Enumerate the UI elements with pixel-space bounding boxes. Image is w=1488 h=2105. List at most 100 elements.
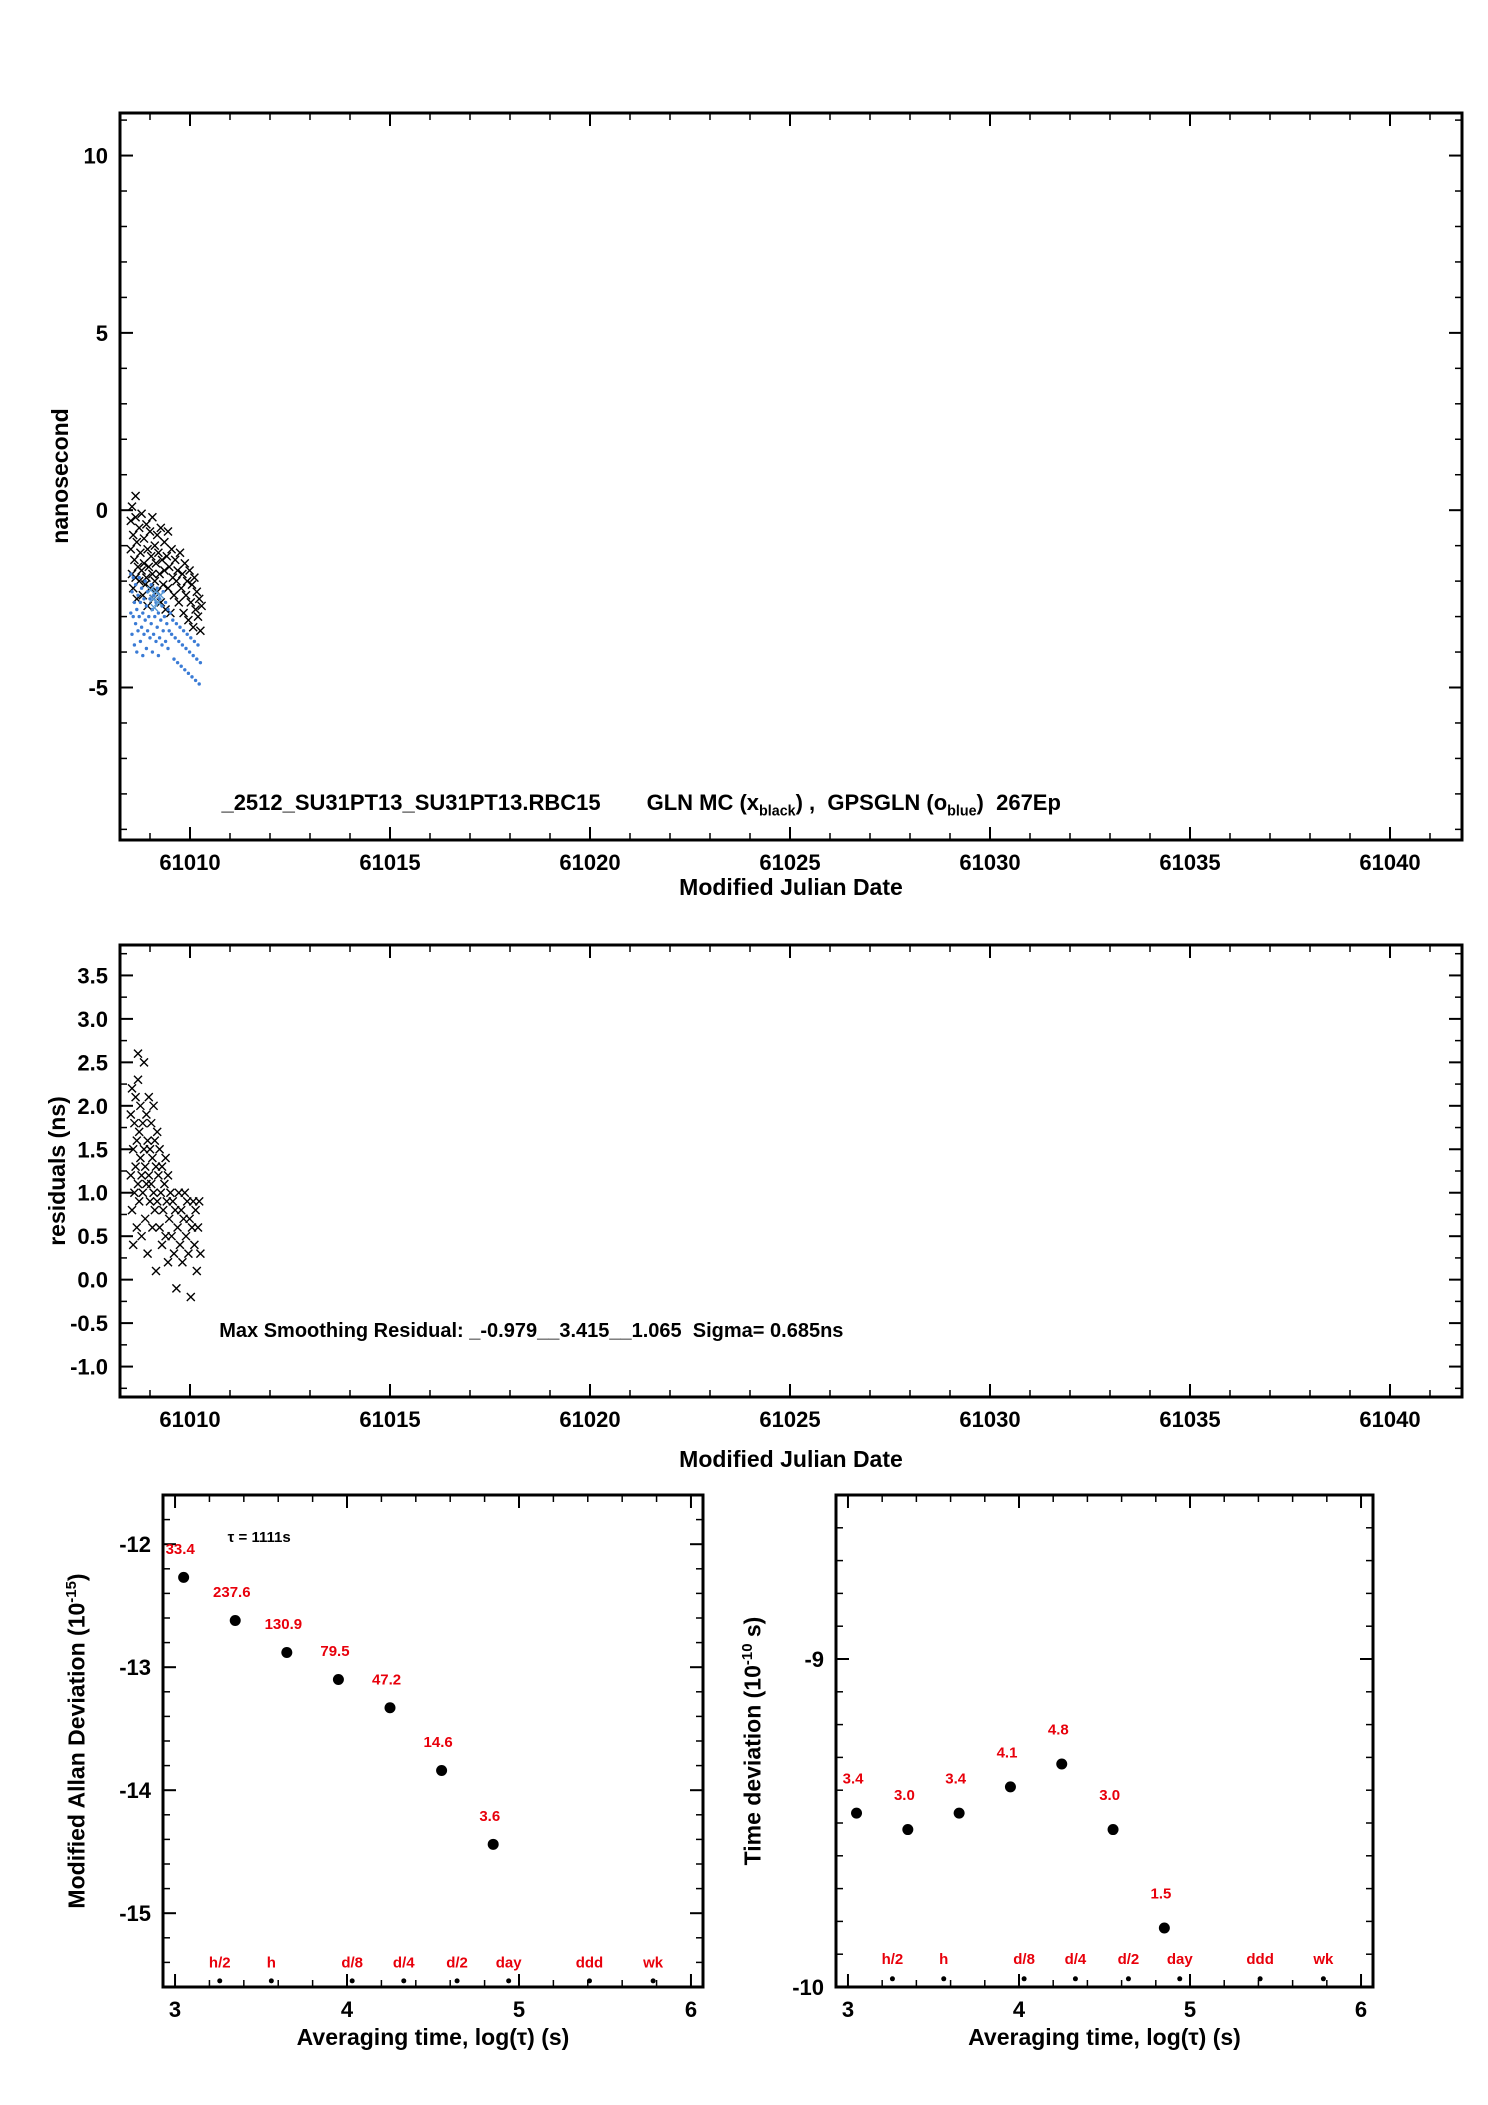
tau-annotation: τ = 1111s [211,1512,291,1563]
tdev-y-axis-label-suffix: s) [739,1616,766,1644]
residuals-x-axis-label: Modified Julian Date [120,1446,1462,1473]
svg-text:1.5: 1.5 [1151,1885,1172,1902]
svg-text:61020: 61020 [559,850,620,875]
svg-text:-10: -10 [792,1975,824,2000]
svg-text:2.0: 2.0 [77,1094,108,1119]
svg-text:wk: wk [642,1954,664,1971]
svg-text:-5: -5 [88,676,108,701]
svg-text:61030: 61030 [959,1407,1020,1432]
series-legend-epochs: ) 267Ep [976,790,1061,815]
mdev-x-axis-label: Averaging time, log(τ) (s) [163,2024,703,2051]
svg-text:10: 10 [84,144,108,169]
svg-text:61015: 61015 [359,850,420,875]
svg-text:47.2: 47.2 [372,1671,401,1688]
series-averaging-interval-dots [889,1976,1326,1982]
residuals-x-axis-label-text: Modified Julian Date [679,1446,903,1472]
svg-text:h/2: h/2 [209,1954,231,1971]
svg-text:d/8: d/8 [1013,1951,1035,1968]
max-smoothing-residual-text: Max Smoothing Residual: _-0.979__3.415__… [219,1320,844,1342]
svg-text:61015: 61015 [359,1407,420,1432]
svg-text:3: 3 [169,1997,181,2022]
svg-text:61040: 61040 [1359,850,1420,875]
series-legend-black-sub: black [759,803,796,820]
mdev-y-axis-label: Modified Allan Deviation (10-15) [57,1441,90,2041]
svg-text:2.5: 2.5 [77,1050,108,1075]
tdev-y-axis-label-exponent: -10 [739,1643,756,1666]
svg-text:61035: 61035 [1159,850,1220,875]
svg-text:3: 3 [842,1997,854,2022]
svg-text:h/2: h/2 [882,1951,904,1968]
tdev-chart: 3 4 5 6 -10 -9 3.4 3.0 3.4 4.1 4.8 3.0 1.5 h/2 h d/8 d/4… [792,1493,1375,2022]
svg-text:-9: -9 [804,1647,824,1672]
series-tdev [851,1758,1170,1934]
svg-text:61035: 61035 [1159,1407,1220,1432]
svg-text:h: h [267,1954,276,1971]
dataset-title: _2512_SU31PT13_SU31PT13.RBC15 GLN MC (xbl… [197,764,1061,845]
svg-text:-12: -12 [119,1532,151,1557]
series-legend-blue-sub: blue [947,803,977,820]
svg-text:-1.0: -1.0 [70,1355,108,1380]
svg-text:day: day [496,1954,523,1971]
mdev-chart: 3 4 5 6 -15 -14 -13 -12 33.4 237.6 130.9 79.5 47.2 14… [119,1493,705,2022]
time-offset-chart: 61010 61015 61020 61025 61030 61035 61040 -5 0 5 1… [84,111,1464,875]
dataset-file-name: _2512_SU31PT13_SU31PT13.RBC15 [221,790,601,815]
top-x-axis-label: Modified Julian Date [120,874,1462,901]
svg-text:3.0: 3.0 [1099,1787,1120,1804]
svg-text:4: 4 [1013,1997,1026,2022]
svg-text:0.5: 0.5 [77,1224,108,1249]
svg-text:-14: -14 [119,1778,152,1803]
svg-text:wk: wk [1312,1951,1334,1968]
svg-text:79.5: 79.5 [320,1643,349,1660]
residuals-chart: 61010 61015 61020 61025 61030 61035 61040 -1.0 -… [70,943,1464,1432]
series-legend-gln: GLN MC (x [646,790,760,815]
svg-text:4.1: 4.1 [997,1744,1018,1761]
svg-text:d/8: d/8 [341,1954,363,1971]
svg-text:d/2: d/2 [446,1954,468,1971]
series-averaging-interval-dots [217,1978,656,1984]
top-y-axis-label-text: nanosecond [47,408,73,544]
series-residuals [126,1049,205,1302]
svg-text:ddd: ddd [576,1954,604,1971]
svg-text:61040: 61040 [1359,1407,1420,1432]
series-gpsgln-x [146,585,165,612]
svg-text:ddd: ddd [1246,1951,1274,1968]
svg-text:237.6: 237.6 [213,1584,251,1601]
svg-text:6: 6 [1355,1997,1367,2022]
series-legend-gpsgln: ) , GPSGLN (o [795,790,948,815]
tau-annotation-text: τ = 1111s [227,1529,291,1546]
max-smoothing-residual-note: Max Smoothing Residual: _-0.979__3.415__… [197,1297,843,1366]
svg-text:3.6: 3.6 [479,1808,500,1825]
svg-text:14.6: 14.6 [424,1734,453,1751]
svg-text:3.5: 3.5 [77,963,108,988]
svg-text:0: 0 [96,498,108,523]
svg-text:61020: 61020 [559,1407,620,1432]
mdev-x-axis-label-text: Averaging time, log(τ) (s) [296,2024,570,2050]
series-gln-mc [126,491,207,636]
svg-text:61010: 61010 [159,850,220,875]
svg-text:d/4: d/4 [393,1954,415,1971]
svg-text:3.4: 3.4 [843,1771,865,1788]
svg-text:3.4: 3.4 [945,1771,967,1788]
residuals-y-axis-label: residuals (ns) [42,871,72,1471]
mdev-y-axis-label-exponent: -15 [63,1581,80,1603]
svg-text:-15: -15 [119,1901,151,1926]
svg-text:61025: 61025 [759,1407,820,1432]
svg-text:6: 6 [685,1997,697,2022]
svg-text:-0.5: -0.5 [70,1311,108,1336]
svg-text:3.0: 3.0 [77,1007,108,1032]
svg-text:-13: -13 [119,1655,151,1680]
tdev-x-axis-label: Averaging time, log(τ) (s) [836,2024,1373,2051]
svg-text:1.0: 1.0 [77,1181,108,1206]
top-x-axis-label-text: Modified Julian Date [679,874,903,900]
tdev-y-axis-label-prefix: Time deviation (10 [739,1665,766,1866]
svg-text:d/4: d/4 [1065,1951,1087,1968]
svg-text:4: 4 [341,1997,354,2022]
svg-text:day: day [1167,1951,1194,1968]
svg-text:5: 5 [513,1997,525,2022]
series-gpsgln [129,572,203,686]
svg-text:3.0: 3.0 [894,1787,915,1804]
svg-text:61030: 61030 [959,850,1020,875]
svg-text:61025: 61025 [759,850,820,875]
mdev-y-axis-label-suffix: ) [63,1573,90,1582]
